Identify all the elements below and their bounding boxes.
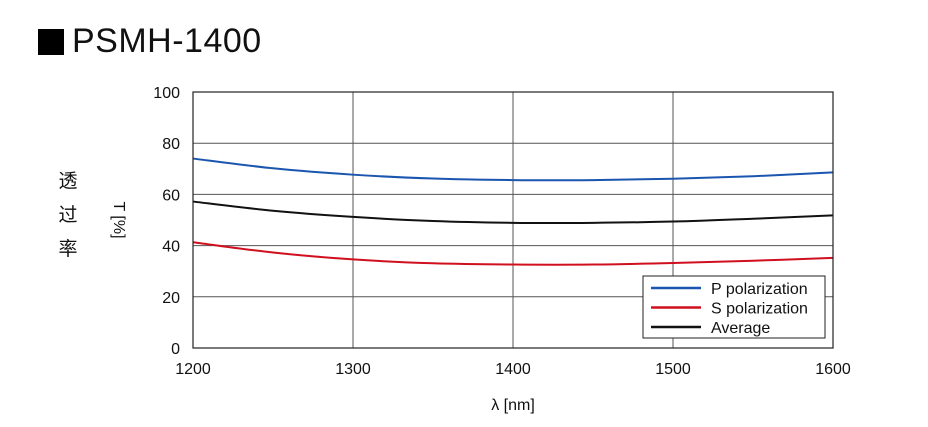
side-label-char: 透 xyxy=(58,170,78,192)
side-label-char: 过 xyxy=(58,204,78,226)
title-text: PSMH-1400 xyxy=(72,22,262,60)
side-label-char: 率 xyxy=(58,238,78,260)
y-axis-label: T [%] xyxy=(110,201,127,238)
series-line xyxy=(192,200,834,225)
legend: P polarization S polarization Average xyxy=(642,275,826,339)
page-title: PSMH-1400 xyxy=(38,22,262,61)
y-tick-label: 60 xyxy=(162,187,180,204)
series-line xyxy=(192,241,834,266)
x-tick-label: 1600 xyxy=(815,361,851,378)
series-line xyxy=(192,157,834,182)
y-tick-label: 40 xyxy=(162,239,180,256)
y-tick-label: 20 xyxy=(162,290,180,307)
series-lines xyxy=(192,157,834,266)
side-label: 透 过 率 xyxy=(56,164,80,266)
legend-label: S polarization xyxy=(711,301,808,318)
x-tick-labels: 1200 1300 1400 1500 1600 xyxy=(175,361,851,378)
x-tick-label: 1500 xyxy=(655,361,691,378)
x-tick-label: 1300 xyxy=(335,361,371,378)
y-tick-label: 80 xyxy=(162,136,180,153)
x-axis-label: λ [nm] xyxy=(491,397,535,414)
y-tick-label: 0 xyxy=(171,341,180,358)
title-square-icon xyxy=(38,28,64,55)
legend-label: P polarization xyxy=(711,281,808,298)
x-tick-label: 1400 xyxy=(495,361,531,378)
y-tick-labels: 0 20 40 60 80 100 xyxy=(153,85,180,358)
y-tick-label: 100 xyxy=(153,85,180,102)
legend-label: Average xyxy=(711,320,770,337)
plot-frame xyxy=(192,91,834,349)
x-tick-label: 1200 xyxy=(175,361,211,378)
